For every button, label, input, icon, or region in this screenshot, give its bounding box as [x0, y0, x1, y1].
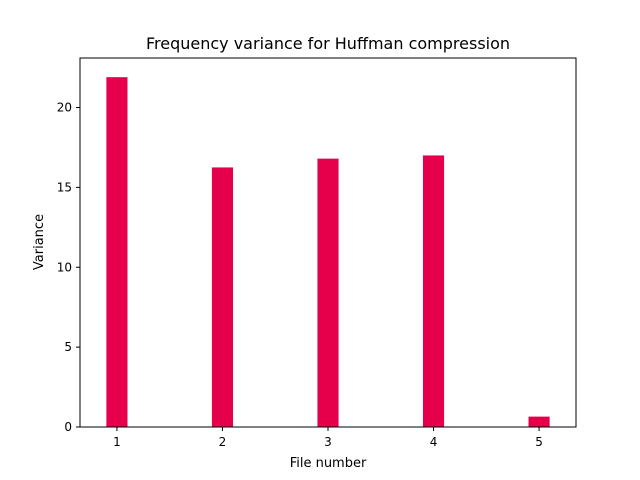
bar-file-3	[317, 158, 339, 428]
ticks-layer: 1 2 3 4 5 0 5 10 15 20	[57, 101, 543, 449]
y-tick-label: 10	[57, 260, 72, 274]
bar-file-4	[422, 155, 445, 427]
x-tick-label: 2	[219, 435, 227, 449]
chart-title: Frequency variance for Huffman compressi…	[146, 34, 510, 53]
x-tick-label: 4	[430, 435, 438, 449]
x-tick-label: 5	[535, 435, 543, 449]
y-tick-label: 0	[64, 420, 72, 434]
y-axis-label: Variance	[32, 214, 47, 270]
plot-frame	[79, 57, 577, 428]
x-tick-label: 1	[113, 435, 121, 449]
bar-file-5	[528, 416, 550, 427]
bar-file-2	[211, 167, 234, 428]
y-tick-label: 20	[57, 101, 72, 115]
x-axis-label: File number	[290, 456, 367, 471]
bars-layer	[106, 77, 550, 428]
x-tick-label: 3	[324, 435, 332, 449]
bar-file-1	[106, 77, 128, 428]
y-tick-label: 5	[64, 340, 72, 354]
y-tick-label: 15	[57, 180, 72, 194]
